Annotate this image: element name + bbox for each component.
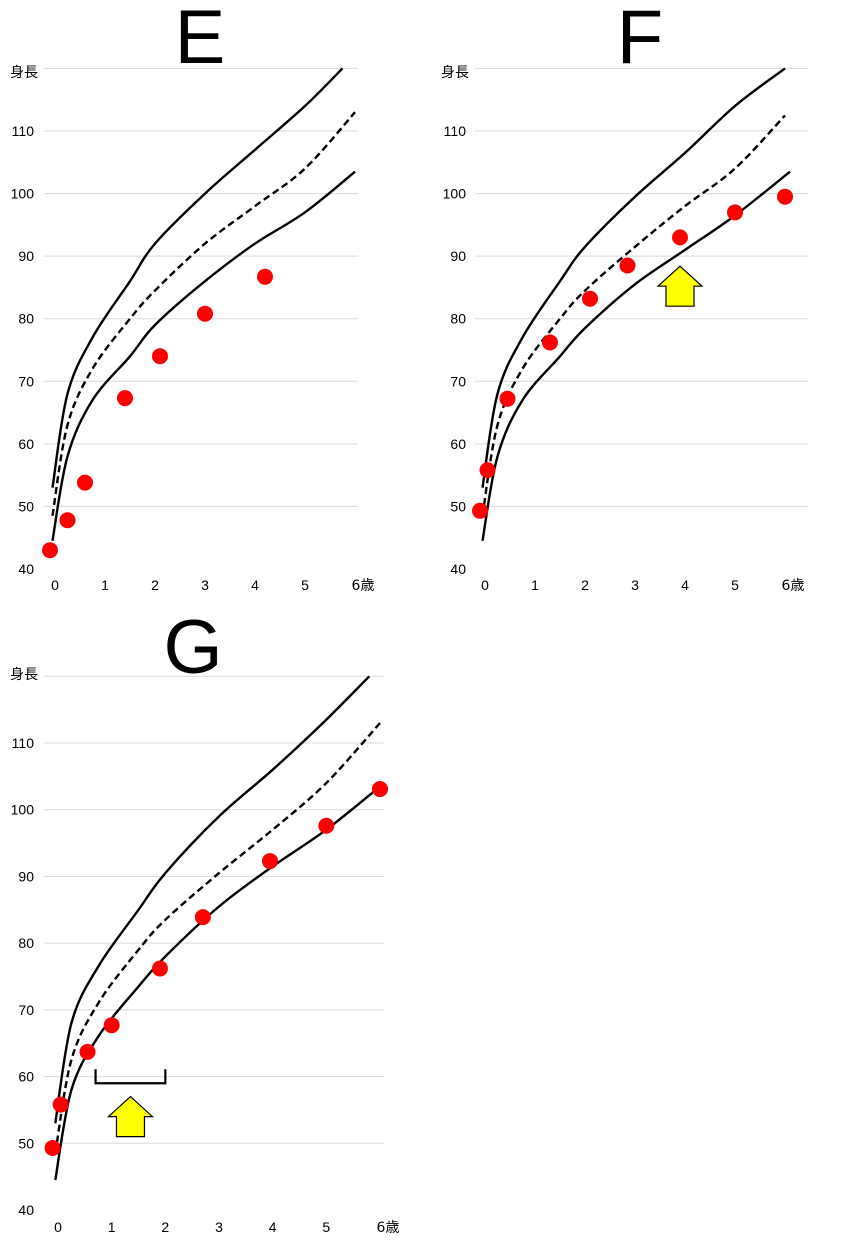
- y-tick-label: 60: [450, 436, 466, 452]
- y-tick-label: 90: [18, 868, 34, 884]
- data-point: [499, 390, 516, 407]
- y-tick-label: 70: [18, 1002, 34, 1018]
- x-tick-label: 6歳: [377, 1220, 400, 1236]
- y-axis-label: 身長: [10, 667, 38, 683]
- x-tick-label: 4: [251, 577, 259, 593]
- y-tick-label: 60: [18, 1069, 34, 1085]
- reference-curve-lower: [51, 170, 356, 542]
- x-tick-label: 4: [681, 577, 689, 593]
- arrow-up-icon: [656, 265, 704, 307]
- y-axis-label: 身長: [441, 65, 469, 81]
- reference-curve-median: [51, 111, 356, 516]
- x-tick-label: 6歳: [352, 578, 375, 594]
- data-point: [79, 1043, 96, 1060]
- x-tick-label: 3: [201, 577, 209, 593]
- chart-title: E: [175, 0, 226, 80]
- reference-curve-median: [481, 114, 786, 516]
- data-point: [197, 305, 213, 322]
- data-point: [194, 909, 211, 926]
- age-range-bracket: [94, 1069, 167, 1085]
- y-tick-label: 50: [18, 498, 34, 514]
- x-tick-label: 5: [731, 577, 739, 593]
- y-tick-label: 50: [18, 1135, 34, 1151]
- x-tick-label: 0: [51, 577, 59, 593]
- y-tick-label: 110: [444, 123, 467, 139]
- x-tick-label: 0: [481, 577, 489, 593]
- y-tick-label: 40: [18, 561, 34, 577]
- data-point: [42, 542, 58, 559]
- x-tick-label: 1: [108, 1219, 116, 1235]
- data-point: [318, 817, 335, 834]
- data-point: [152, 348, 168, 365]
- x-tick-label: 3: [215, 1219, 223, 1235]
- x-tick-label: 2: [161, 1219, 169, 1235]
- chart-panel-e: E 40 50 60 70 80 90 100 110 身長 0 1 2 3 4 5 6歳: [10, 0, 374, 594]
- y-tick-label: 50: [450, 498, 466, 514]
- reference-curve-lower: [54, 785, 381, 1181]
- y-tick-label: 40: [18, 1202, 34, 1218]
- chart-panel-f: F 40 50 60 70 80 90 100 110 身長 0 1 2 3 4 5 6歳: [441, 0, 808, 594]
- data-point: [619, 257, 636, 274]
- data-point: [151, 960, 168, 977]
- data-point: [77, 474, 93, 491]
- y-tick-label: 100: [443, 186, 467, 202]
- data-point: [117, 390, 133, 407]
- data-point: [542, 334, 558, 351]
- x-tick-label: 5: [322, 1219, 330, 1235]
- y-tick-label: 100: [11, 802, 35, 818]
- data-point: [727, 204, 743, 221]
- data-point: [372, 781, 388, 798]
- reference-curve-upper: [51, 67, 344, 488]
- x-tick-label: 2: [581, 577, 589, 593]
- y-tick-label: 70: [18, 373, 34, 389]
- x-tick-label: 1: [101, 577, 109, 593]
- y-tick-label: 100: [11, 186, 35, 202]
- y-tick-label: 110: [12, 123, 35, 139]
- data-point: [479, 462, 496, 479]
- y-tick-label: 40: [450, 561, 466, 577]
- y-tick-label: 110: [12, 735, 35, 751]
- data-point: [257, 268, 273, 285]
- data-point: [44, 1139, 61, 1156]
- x-tick-label: 4: [269, 1219, 277, 1235]
- y-tick-label: 90: [18, 248, 34, 264]
- data-point: [103, 1017, 120, 1034]
- x-tick-label: 6歳: [782, 578, 805, 594]
- y-tick-label: 80: [18, 311, 34, 327]
- y-tick-label: 80: [450, 311, 466, 327]
- chart-panel-g: G 40 50 60 70 80 90 100 110 身長 0 1 2 3 4 5 6歳: [10, 605, 399, 1236]
- x-tick-label: 1: [531, 577, 539, 593]
- reference-curve-median: [54, 722, 381, 1154]
- y-axis-label: 身長: [10, 65, 38, 81]
- data-point: [672, 229, 688, 246]
- data-point: [59, 512, 76, 529]
- arrow-up-icon: [106, 1095, 155, 1138]
- x-tick-label: 0: [54, 1219, 62, 1235]
- x-tick-label: 5: [301, 577, 309, 593]
- x-tick-label: 2: [151, 577, 159, 593]
- chart-title: F: [617, 0, 663, 80]
- reference-curve-lower: [481, 170, 791, 542]
- chart-title: G: [163, 605, 222, 690]
- data-point: [52, 1096, 69, 1113]
- y-tick-label: 70: [450, 373, 466, 389]
- data-point: [472, 502, 488, 519]
- y-tick-label: 80: [18, 935, 34, 951]
- x-tick-label: 3: [631, 577, 639, 593]
- y-tick-label: 60: [18, 436, 34, 452]
- reference-curve-upper: [54, 675, 371, 1124]
- data-point: [582, 290, 598, 307]
- data-point: [777, 188, 793, 205]
- data-point: [261, 853, 278, 870]
- y-tick-label: 90: [450, 248, 466, 264]
- reference-curve-upper: [481, 67, 786, 488]
